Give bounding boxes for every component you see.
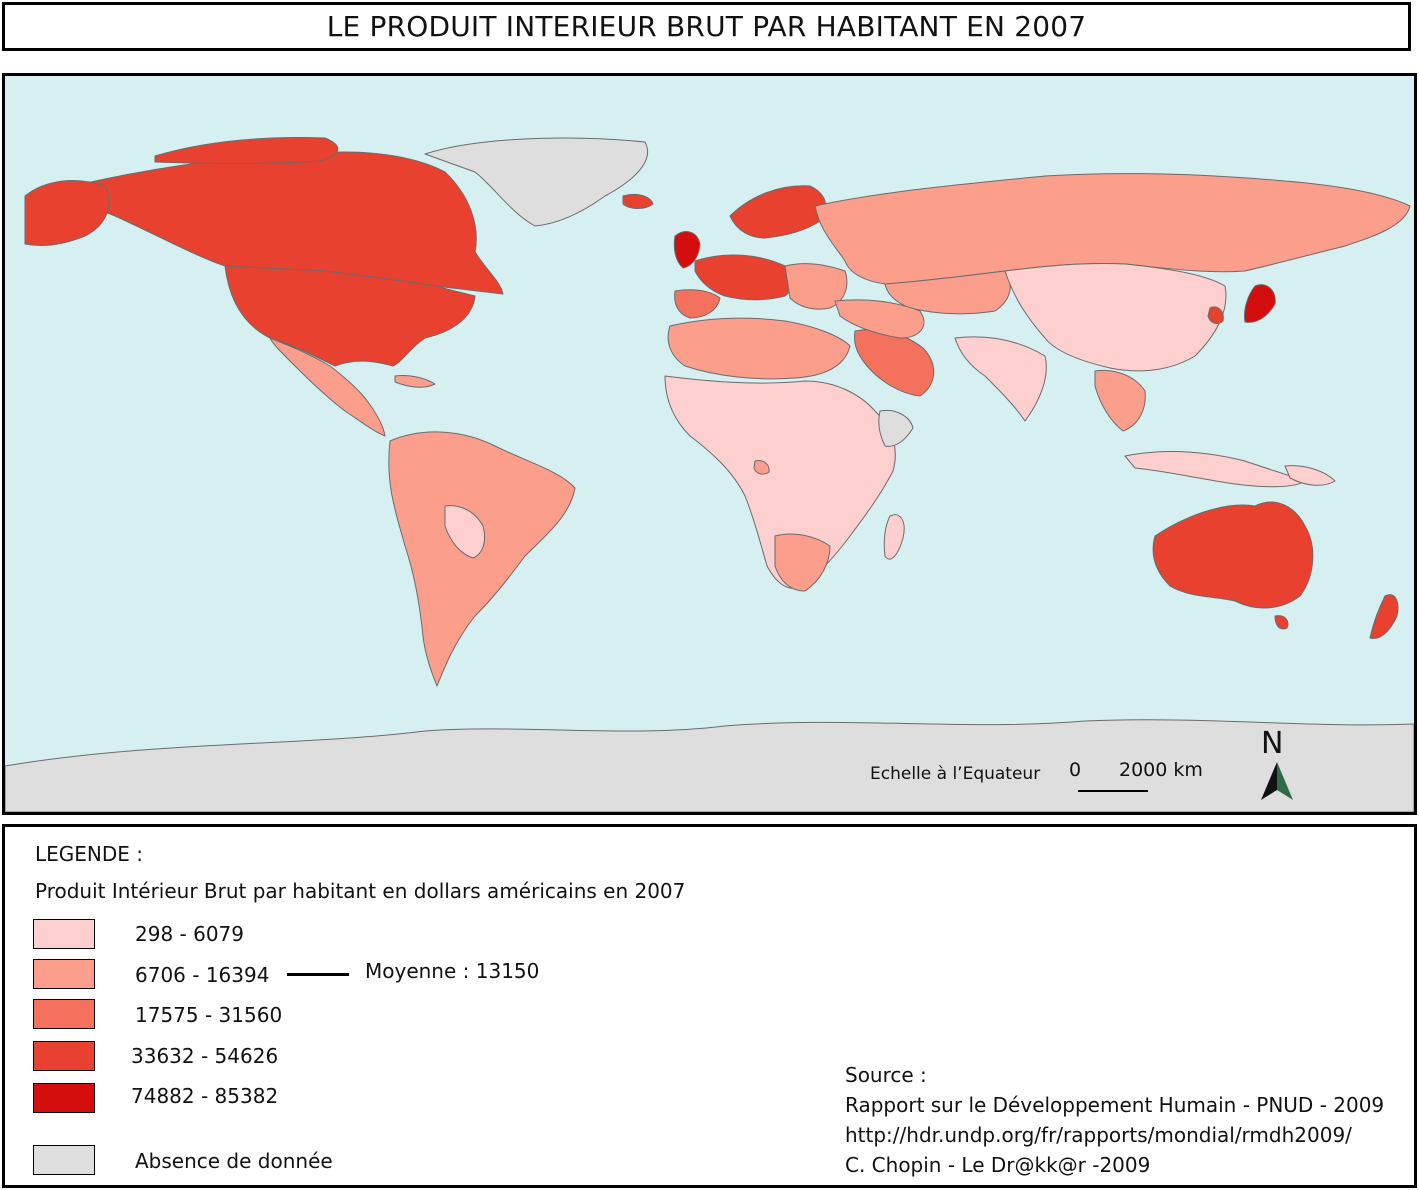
region-png <box>1284 465 1336 486</box>
region-iceland <box>622 193 654 209</box>
scale-distance: 2000 km <box>1119 759 1203 781</box>
region-indonesia <box>1124 450 1306 488</box>
legend-range-3: 17575 - 31560 <box>135 1003 283 1027</box>
region-africa <box>664 375 896 590</box>
world-map <box>5 137 1414 812</box>
source-heading: Source : <box>845 1063 927 1087</box>
legend-subtitle: Produit Intérieur Brut par habitant en d… <box>35 879 686 903</box>
region-china <box>1004 262 1227 372</box>
scale-zero: 0 <box>1069 759 1082 781</box>
source-line-1: Rapport sur le Développement Humain - PN… <box>845 1093 1385 1117</box>
region-iberia <box>674 289 721 319</box>
scale-bar <box>1078 790 1148 792</box>
legend-range-4: 33632 - 54626 <box>131 1044 279 1068</box>
scale-label: Echelle à l’Equateur <box>870 764 1041 784</box>
source-line-3: C. Chopin - Le Dr@kk@r -2009 <box>845 1153 1151 1177</box>
region-western-europe <box>694 254 794 301</box>
legend-range-2: 6706 - 16394 <box>135 963 270 987</box>
region-korea <box>1207 306 1224 324</box>
region-horn-africa <box>878 409 914 447</box>
region-scandinavia <box>729 185 827 239</box>
north-label: N <box>1261 726 1284 761</box>
region-north-africa <box>667 317 851 380</box>
region-central-asia <box>884 270 1011 315</box>
north-arrow-icon <box>1261 762 1293 800</box>
region-caribbean <box>394 375 436 388</box>
region-alaska <box>24 180 110 247</box>
region-arabia <box>854 329 934 397</box>
mean-label: Moyenne : 13150 <box>365 959 540 983</box>
legend-swatch-4 <box>33 1041 95 1071</box>
legend-swatch-2 <box>33 959 95 989</box>
legend-swatch-no-data <box>33 1145 95 1175</box>
legend-no-data-label: Absence de donnée <box>135 1149 333 1173</box>
region-madagascar <box>883 514 905 560</box>
region-south-america <box>388 431 576 687</box>
legend-frame: LEGENDE : Produit Intérieur Brut par hab… <box>2 824 1417 1188</box>
mean-line <box>287 973 349 976</box>
legend-swatch-3 <box>33 999 95 1029</box>
title-box: LE PRODUIT INTERIEUR BRUT PAR HABITANT E… <box>2 2 1411 51</box>
region-southeast-asia <box>1094 369 1146 432</box>
region-bolivia-paraguay <box>444 505 486 559</box>
map-title: LE PRODUIT INTERIEUR BRUT PAR HABITANT E… <box>326 10 1087 43</box>
legend-swatch-5 <box>33 1083 95 1113</box>
region-gabon <box>753 460 770 475</box>
region-japan <box>1244 284 1276 323</box>
legend-swatch-1 <box>33 919 95 949</box>
region-mexico <box>269 337 386 437</box>
source-line-2: http://hdr.undp.org/fr/rapports/mondial/… <box>845 1123 1352 1147</box>
region-antarctica <box>5 719 1414 812</box>
region-arctic-islands <box>154 137 338 164</box>
region-eastern-europe <box>784 263 848 310</box>
region-southern-africa <box>774 533 831 592</box>
region-turkey-iran <box>834 299 925 339</box>
region-south-asia <box>954 336 1047 422</box>
map-frame <box>2 73 1417 815</box>
region-tasmania <box>1274 615 1289 630</box>
legend-range-5: 74882 - 85382 <box>131 1084 279 1108</box>
region-australia <box>1152 501 1314 609</box>
region-new-zealand <box>1369 594 1399 640</box>
region-greenland <box>424 137 649 227</box>
region-uk <box>673 231 701 269</box>
legend-range-1: 298 - 6079 <box>135 922 245 946</box>
legend-heading: LEGENDE : <box>35 842 144 866</box>
